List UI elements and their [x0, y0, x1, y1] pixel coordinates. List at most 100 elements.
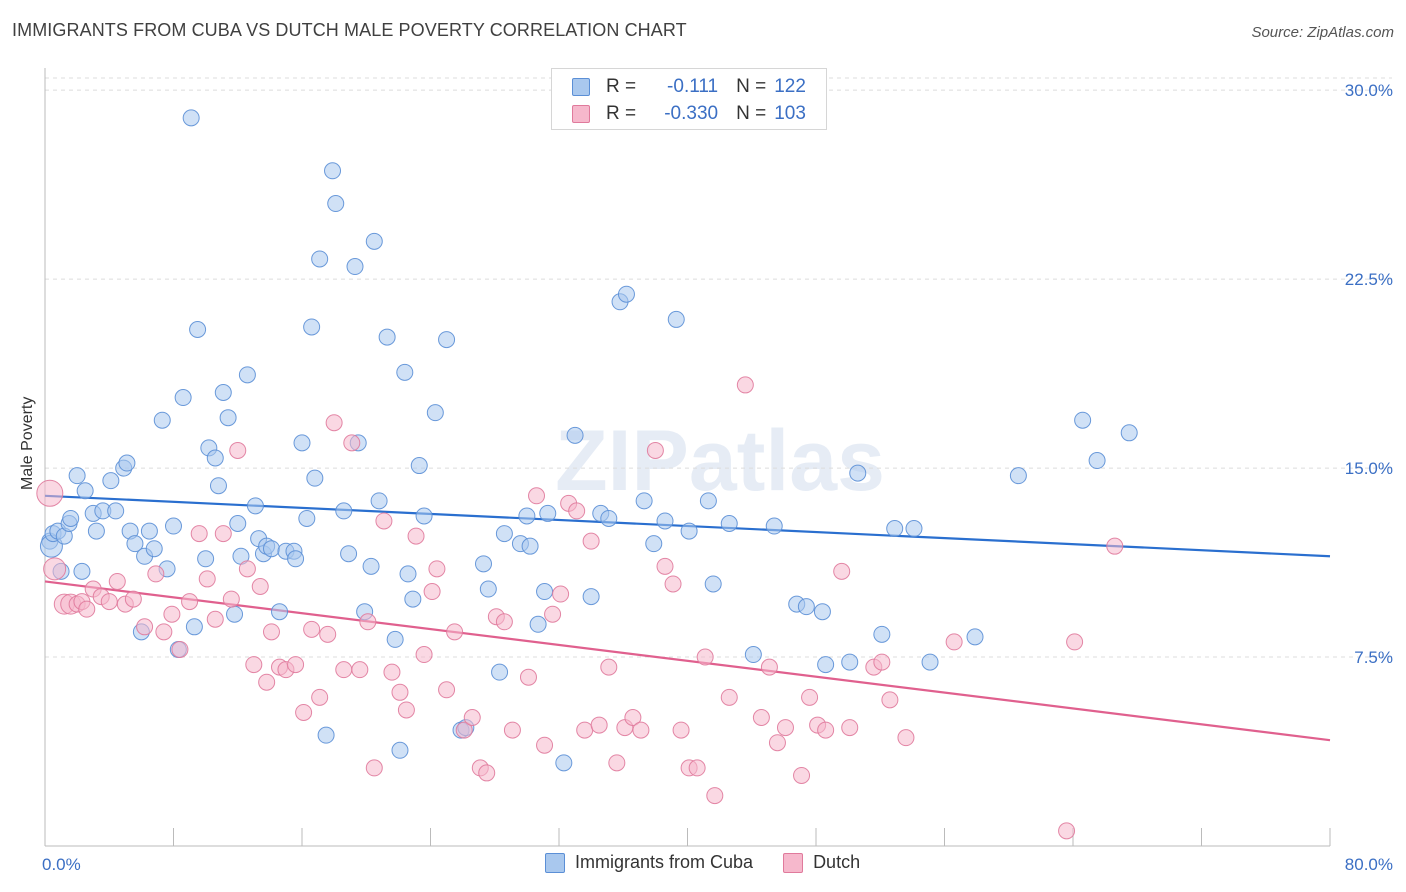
dutch-point [536, 736, 554, 754]
cuba-legend-swatch [545, 852, 565, 873]
dutch-point [706, 787, 724, 805]
dutch-point [325, 414, 343, 432]
cuba-point [370, 492, 388, 510]
cuba-point [365, 232, 383, 250]
dutch-point [258, 673, 276, 691]
r-value: -0.111 [667, 76, 719, 97]
cuba-point [229, 515, 247, 533]
cuba-point [404, 590, 422, 608]
cuba-point [118, 454, 136, 472]
cuba-point [1009, 467, 1027, 485]
cuba-point [1088, 452, 1106, 470]
cuba-point [62, 509, 80, 527]
cuba-point [797, 598, 815, 616]
dutch-point [503, 721, 521, 739]
dutch-point [696, 648, 714, 666]
cuba-point [491, 663, 509, 681]
dutch-point [608, 754, 626, 772]
cuba-point [145, 540, 163, 558]
dutch-point [171, 640, 189, 658]
dutch-point [108, 572, 126, 590]
cuba-point [262, 540, 280, 558]
dutch-point [311, 688, 329, 706]
axes [44, 68, 1331, 847]
dutch-point [544, 605, 562, 623]
dutch-point [375, 512, 393, 530]
x-tick-labels: 0.0% 80.0% [42, 855, 1393, 874]
dutch-point [295, 703, 313, 721]
cuba-point [645, 535, 663, 553]
dutch-point [720, 688, 738, 706]
dutch-point [238, 560, 256, 578]
cuba-point [362, 557, 380, 575]
dutch-point [397, 701, 415, 719]
legend-label-dutch: Dutch [813, 852, 861, 872]
cuba-point [873, 625, 891, 643]
cuba-point [340, 545, 358, 563]
cuba-point [529, 615, 547, 633]
dutch-point [552, 585, 570, 603]
dutch-point [287, 656, 305, 674]
dutch-point [841, 719, 859, 737]
cuba-point [704, 575, 722, 593]
cuba-point [324, 162, 342, 180]
dutch-point [415, 646, 433, 664]
cuba-point [536, 583, 554, 601]
cuba-point [582, 588, 600, 606]
cuba-point [317, 726, 335, 744]
cuba-point [246, 497, 264, 515]
cuba-point [667, 310, 685, 328]
n-value: 103 [774, 103, 806, 124]
dutch-point [222, 590, 240, 608]
cuba-point [68, 467, 86, 485]
dutch-point [343, 434, 361, 452]
legend-item-dutch[interactable]: Dutch [783, 852, 860, 873]
data-points [36, 109, 1138, 840]
cuba-point [238, 366, 256, 384]
dutch-point [752, 709, 770, 727]
cuba-point [817, 656, 835, 674]
cuba-point [635, 492, 653, 510]
cuba-point [905, 520, 923, 538]
stats-legend: R = -0.111 N = 122 R = -0.330 N = 103 [551, 68, 827, 130]
cuba-point [107, 502, 125, 520]
y-tick-label-3: 30.0% [1345, 81, 1393, 100]
dutch-point [793, 766, 811, 784]
cuba-point [479, 580, 497, 598]
dutch-point [262, 623, 280, 641]
dutch-point [1066, 633, 1084, 651]
dutch-point [407, 527, 425, 545]
cuba-point [298, 509, 316, 527]
cuba-point [566, 426, 584, 444]
dutch-point [391, 683, 409, 701]
dutch-point [43, 557, 67, 581]
dutch-point [833, 562, 851, 580]
dutch-point [1106, 537, 1124, 555]
y-tick-label-2: 22.5% [1345, 270, 1393, 289]
cuba-point [102, 472, 120, 490]
y-axis-label: Male Poverty [19, 396, 36, 490]
dutch-point [423, 583, 441, 601]
cuba-point [680, 522, 698, 540]
n-value: 122 [774, 76, 806, 97]
stats-row-dutch: R = -0.330 N = 103 [572, 103, 806, 125]
cuba-point [849, 464, 867, 482]
dutch-point [478, 764, 496, 782]
y-tick-labels: 7.5% 15.0% 22.5% 30.0% [1345, 81, 1393, 667]
dutch-point [528, 487, 546, 505]
dutch-point [319, 625, 337, 643]
dutch-point [736, 376, 754, 394]
cuba-point [206, 449, 224, 467]
cuba-point [841, 653, 859, 671]
cuba-point [415, 507, 433, 525]
series-legend: Immigrants from Cuba Dutch [545, 852, 890, 873]
cuba-point [1074, 411, 1092, 429]
cuba-point [214, 383, 232, 401]
dutch-point [245, 656, 263, 674]
cuba-point [87, 522, 105, 540]
legend-item-cuba[interactable]: Immigrants from Cuba [545, 852, 753, 873]
legend-label-cuba: Immigrants from Cuba [575, 852, 754, 872]
cuba-point [495, 525, 513, 543]
cuba-point [518, 507, 536, 525]
cuba-point [293, 434, 311, 452]
